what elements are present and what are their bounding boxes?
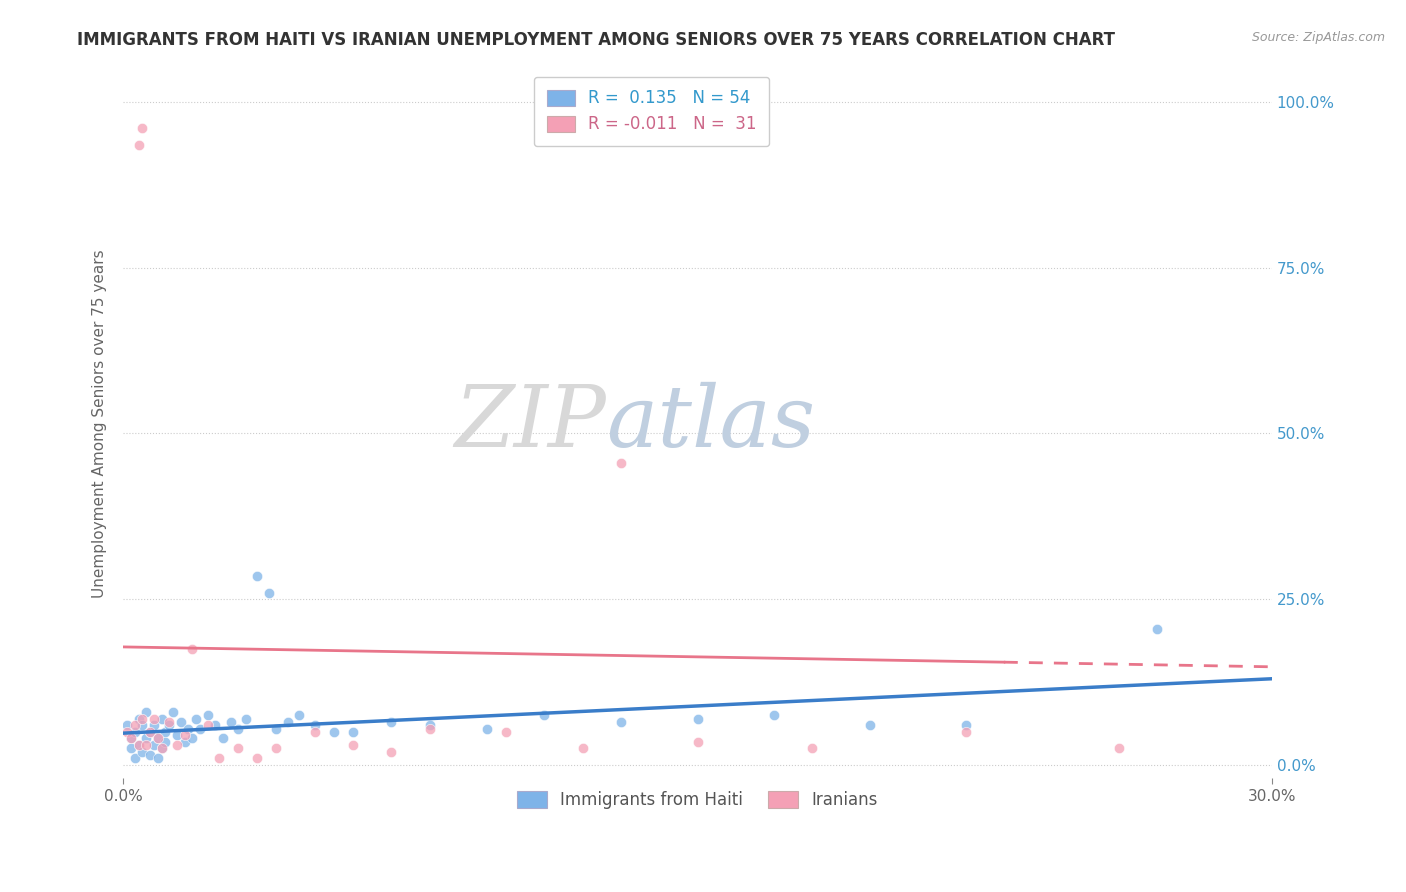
Point [1146, 622, 1168, 636]
Point [142, 712, 165, 726]
Point [173, 735, 195, 749]
Point [120, 741, 142, 756]
Point [181, 641, 204, 656]
Point [139, 724, 162, 739]
Point [166, 728, 188, 742]
Point [188, 722, 211, 736]
Point [150, 712, 173, 726]
Point [124, 751, 146, 765]
Text: Source: ZipAtlas.com: Source: ZipAtlas.com [1251, 31, 1385, 45]
Point [184, 712, 207, 726]
Point [277, 714, 299, 729]
Point [859, 718, 882, 732]
Point [128, 738, 150, 752]
Point [419, 722, 441, 736]
Point [128, 738, 150, 752]
Point [246, 569, 269, 583]
Point [115, 718, 138, 732]
Point [131, 712, 153, 726]
Point [135, 738, 157, 752]
Point [219, 714, 242, 729]
Point [157, 718, 180, 732]
Point [146, 731, 169, 746]
Point [533, 708, 555, 723]
Point [155, 724, 177, 739]
Point [610, 714, 633, 729]
Point [142, 718, 165, 732]
Point [304, 718, 326, 732]
Point [128, 137, 150, 152]
Point [419, 718, 441, 732]
Point [135, 705, 157, 719]
Point [120, 731, 142, 746]
Point [380, 745, 402, 759]
Point [139, 724, 162, 739]
Point [495, 724, 517, 739]
Point [115, 724, 138, 739]
Point [342, 724, 364, 739]
Text: ZIP: ZIP [454, 382, 606, 465]
Point [955, 724, 977, 739]
Point [257, 585, 280, 599]
Point [128, 712, 150, 726]
Point [162, 705, 184, 719]
Point [166, 738, 188, 752]
Point [322, 724, 344, 739]
Point [801, 741, 824, 756]
Point [197, 718, 219, 732]
Point [157, 714, 180, 729]
Point [204, 718, 226, 732]
Point [131, 745, 153, 759]
Point [304, 724, 326, 739]
Legend: Immigrants from Haiti, Iranians: Immigrants from Haiti, Iranians [510, 785, 884, 816]
Point [131, 121, 153, 136]
Point [266, 741, 288, 756]
Text: atlas: atlas [606, 382, 815, 465]
Point [150, 741, 173, 756]
Point [124, 724, 146, 739]
Point [380, 714, 402, 729]
Point [142, 738, 165, 752]
Point [181, 731, 204, 746]
Point [226, 722, 249, 736]
Point [288, 708, 311, 723]
Point [763, 708, 786, 723]
Point [610, 456, 633, 470]
Point [150, 741, 173, 756]
Y-axis label: Unemployment Among Seniors over 75 years: Unemployment Among Seniors over 75 years [93, 249, 107, 598]
Point [571, 741, 593, 756]
Point [211, 731, 233, 746]
Point [135, 731, 157, 746]
Point [177, 722, 200, 736]
Point [226, 741, 249, 756]
Text: IMMIGRANTS FROM HAITI VS IRANIAN UNEMPLOYMENT AMONG SENIORS OVER 75 YEARS CORREL: IMMIGRANTS FROM HAITI VS IRANIAN UNEMPLO… [77, 31, 1115, 49]
Point [475, 722, 498, 736]
Point [955, 718, 977, 732]
Point [146, 751, 169, 765]
Point [686, 735, 709, 749]
Point [342, 738, 364, 752]
Point [686, 712, 709, 726]
Point [1108, 741, 1130, 756]
Point [173, 728, 195, 742]
Point [246, 751, 269, 765]
Point [155, 735, 177, 749]
Point [266, 722, 288, 736]
Point [120, 731, 142, 746]
Point [170, 714, 193, 729]
Point [139, 747, 162, 762]
Point [146, 731, 169, 746]
Point [124, 718, 146, 732]
Point [208, 751, 231, 765]
Point [131, 718, 153, 732]
Point [235, 712, 257, 726]
Point [197, 708, 219, 723]
